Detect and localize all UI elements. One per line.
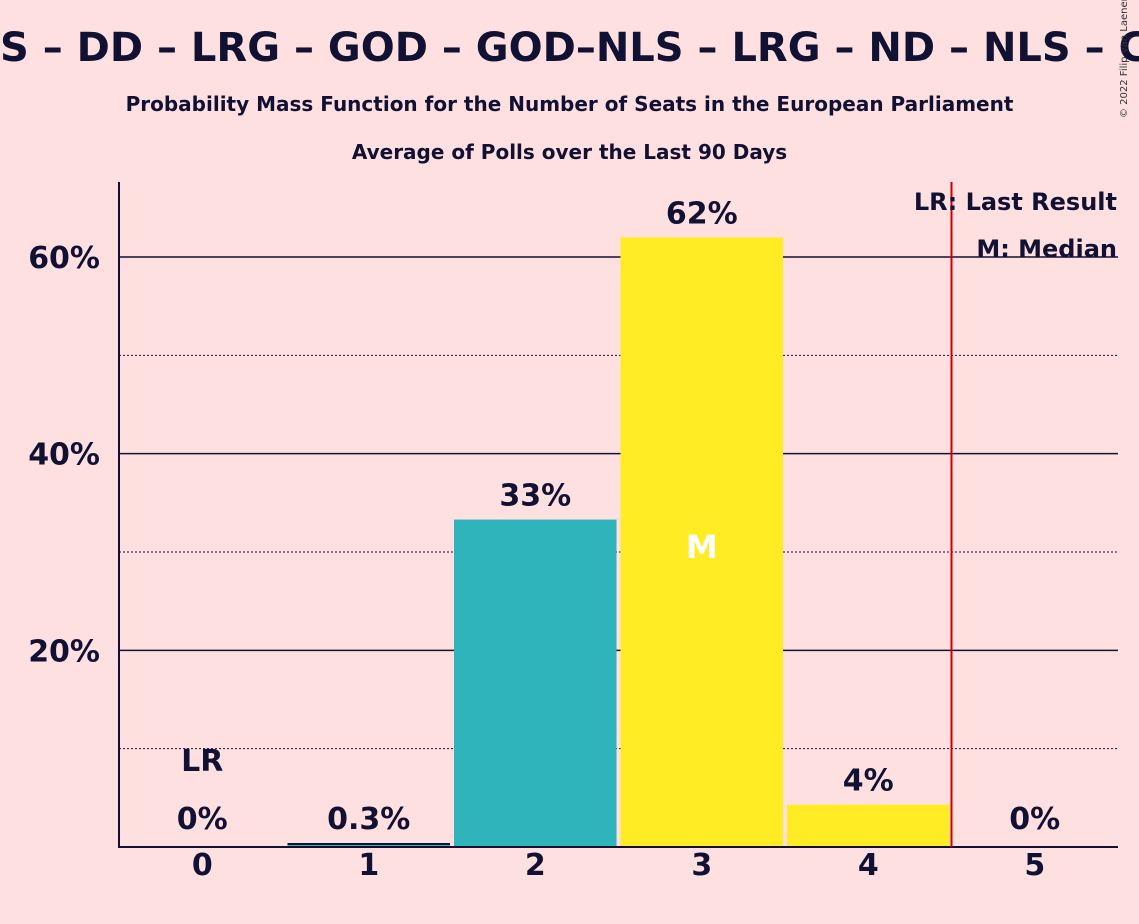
y-tick-label: 20% [28,634,100,669]
value-label: 0% [1009,802,1060,837]
value-label: 4% [843,764,894,799]
value-label: 62% [666,196,738,231]
value-label: 0% [177,802,228,837]
x-tick-label: 4 [858,848,879,883]
x-tick-label: 3 [691,848,712,883]
y-tick-label: 60% [28,241,100,276]
chart-subtitle: Probability Mass Function for the Number… [125,92,1014,116]
median-marker: M [686,528,718,566]
bar-3 [620,237,783,848]
chart-subtitle-secondary: Average of Polls over the Last 90 Days [351,140,788,164]
legend-entry: LR: Last Result [914,188,1117,216]
value-label: 0.3% [327,802,410,837]
bar-4 [787,804,950,847]
x-tick-label: 0 [192,848,213,883]
y-tick-label: 40% [28,438,100,473]
x-tick-label: 1 [358,848,379,883]
x-tick-label: 5 [1024,848,1045,883]
value-label: 33% [499,479,571,514]
bar-2 [454,519,617,847]
legend-entry: M: Median [976,235,1117,263]
chart-title: S – DD – LRG – GOD – GOD–NLS – LRG – ND … [0,25,1139,71]
bar-1 [287,844,450,847]
x-tick-label: 2 [525,848,546,883]
last-result-label: LR [181,744,223,779]
